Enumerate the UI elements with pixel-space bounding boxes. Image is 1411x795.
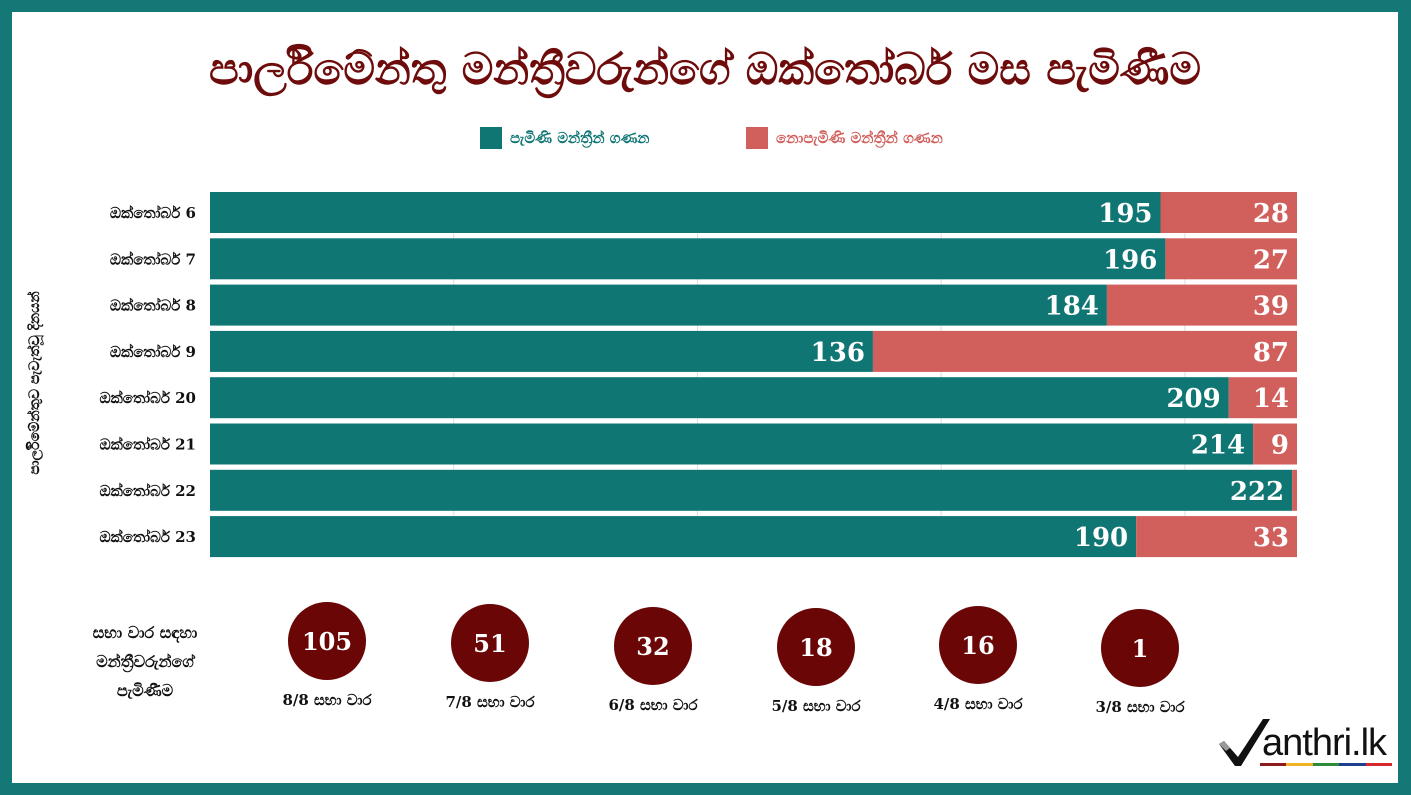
session-stat-item: 16 4/8 සභා වාර [898,606,1058,713]
bar-segment-series-2 [1165,238,1297,280]
session-heading-line: සභා වාර සඳහා [92,623,198,642]
session-attendance-heading: සභා වාර සඳහා මන්ත්‍රීවරුන්ගේ පැමිණීම [50,618,240,705]
session-stat-item: 105 8/8 සභා වාර [247,602,407,709]
bar-segment-series-1 [210,330,873,372]
bar-segment-series-1 [210,423,1254,465]
session-stat-item: 18 5/8 සභා වාර [736,608,896,715]
category-label: ඔක්තෝබර් 7 [110,250,196,268]
manthri-logo: anthri.lk [1212,710,1394,772]
bar-value-label-series-1: 184 [1045,292,1099,322]
legend-label-absent: නොපැමිණි මන්ත්‍රීන් ගණන [776,129,943,147]
session-stat-item: 51 7/8 සභා වාර [410,604,570,711]
logo-wordmark: anthri.lk [1262,722,1387,764]
category-label: ඔක්තෝබර් 23 [99,528,196,546]
y-axis-title: පාර්ලිමේන්තුව පැවැත්වූ දිනයන් [27,291,43,475]
category-label: ඔක්තෝබර් 6 [110,204,196,222]
bar-value-label-series-1: 196 [1103,245,1157,275]
bar-segment-series-1 [210,284,1107,326]
session-count-circle: 18 [777,608,855,686]
page-title: පාර්ලිමේන්තු මන්ත්‍රීවරුන්ගේ ඔක්තෝබර් මස… [209,44,1201,95]
session-count-circle: 1 [1101,609,1179,687]
bar-value-label-series-2: 28 [1253,199,1289,229]
session-label: 3/8 සභා වාර [1095,698,1185,716]
bar-segment-series-2 [1160,192,1297,233]
session-heading-line: පැමිණීම [116,681,174,700]
bar-segment-series-2 [1253,423,1297,465]
bar-value-label-series-1: 136 [811,338,865,368]
session-count: 105 [301,626,353,656]
session-count: 51 [473,628,507,658]
bar-segment-series-1 [210,516,1137,558]
bar-value-label-series-2: 39 [1253,292,1289,322]
bar-value-label-series-1: 222 [1230,477,1284,507]
bar-segment-series-2 [872,330,1297,372]
bar-segment-series-2 [1106,284,1297,326]
session-label: 4/8 සභා වාර [933,695,1023,713]
logo-stripe-segment [1286,763,1313,766]
bar-segment-series-2 [1136,516,1297,558]
category-label: ඔක්තෝබර් 9 [110,343,196,361]
session-count-circle: 51 [451,604,529,682]
session-stat-item: 1 3/8 සභා වාර [1060,609,1220,716]
session-label: 8/8 සභා වාර [282,691,372,709]
attendance-bar-chart: ඔක්තෝබර් 6 195 28 ඔක්තෝබර් 7 196 27 ඔක්තෝබර් 8… [99,192,1297,558]
bar-value-label-series-2: 87 [1253,338,1289,368]
category-label: ඔක්තෝබර් 22 [99,482,196,500]
legend-item-present: පැමිණි මන්ත්‍රීන් ගණන [480,126,650,150]
bar-value-label-series-2: 33 [1253,523,1289,553]
legend-swatch-absent [746,127,768,149]
session-count: 32 [636,631,670,661]
session-count: 16 [961,630,995,660]
logo-color-stripe [1260,763,1393,766]
session-count-circle: 32 [614,607,692,685]
bar-segment-series-1 [210,377,1229,419]
session-count: 18 [799,632,833,662]
category-label: ඔක්තෝබර් 20 [99,389,196,407]
logo-stripe-segment [1260,763,1287,766]
logo-stripe-segment [1339,763,1366,766]
bar-value-label-series-2: 27 [1253,245,1289,275]
bar-value-label-series-1: 195 [1098,199,1152,229]
bar-segment-series-1 [210,238,1166,280]
category-label: ඔක්තෝබර් 21 [99,435,196,453]
session-count-circle: 105 [288,602,366,680]
bar-value-label-series-2: 14 [1253,384,1289,414]
bar-segment-series-2 [1228,377,1297,419]
bar-value-label-series-1: 214 [1191,431,1245,461]
category-label: ඔක්තෝබර් 8 [110,296,196,314]
legend-swatch-present [480,127,502,149]
legend-item-absent: නොපැමිණි මන්ත්‍රීන් ගණන [746,126,943,150]
checkmark-icon [1219,719,1270,766]
bar-value-label-series-1: 190 [1074,523,1128,553]
logo-stripe-segment [1365,763,1393,766]
bar-segment-series-1 [210,192,1161,233]
bar-segment-series-2 [1292,469,1297,511]
bar-value-label-series-2: 9 [1271,431,1289,461]
session-label: 6/8 සභා වාර [608,696,698,714]
session-count: 1 [1131,633,1149,663]
session-label: 5/8 සභා වාර [771,697,861,715]
session-count-circle: 16 [939,606,1017,684]
session-heading-line: මන්ත්‍රීවරුන්ගේ [96,652,194,671]
session-stat-item: 32 6/8 සභා වාර [573,607,733,714]
logo-stripe-segment [1312,763,1340,766]
bar-value-label-series-1: 209 [1166,384,1220,414]
bar-segment-series-1 [210,469,1293,511]
session-label: 7/8 සභා වාර [445,693,535,711]
legend-label-present: පැමිණි මන්ත්‍රීන් ගණන [510,129,650,147]
